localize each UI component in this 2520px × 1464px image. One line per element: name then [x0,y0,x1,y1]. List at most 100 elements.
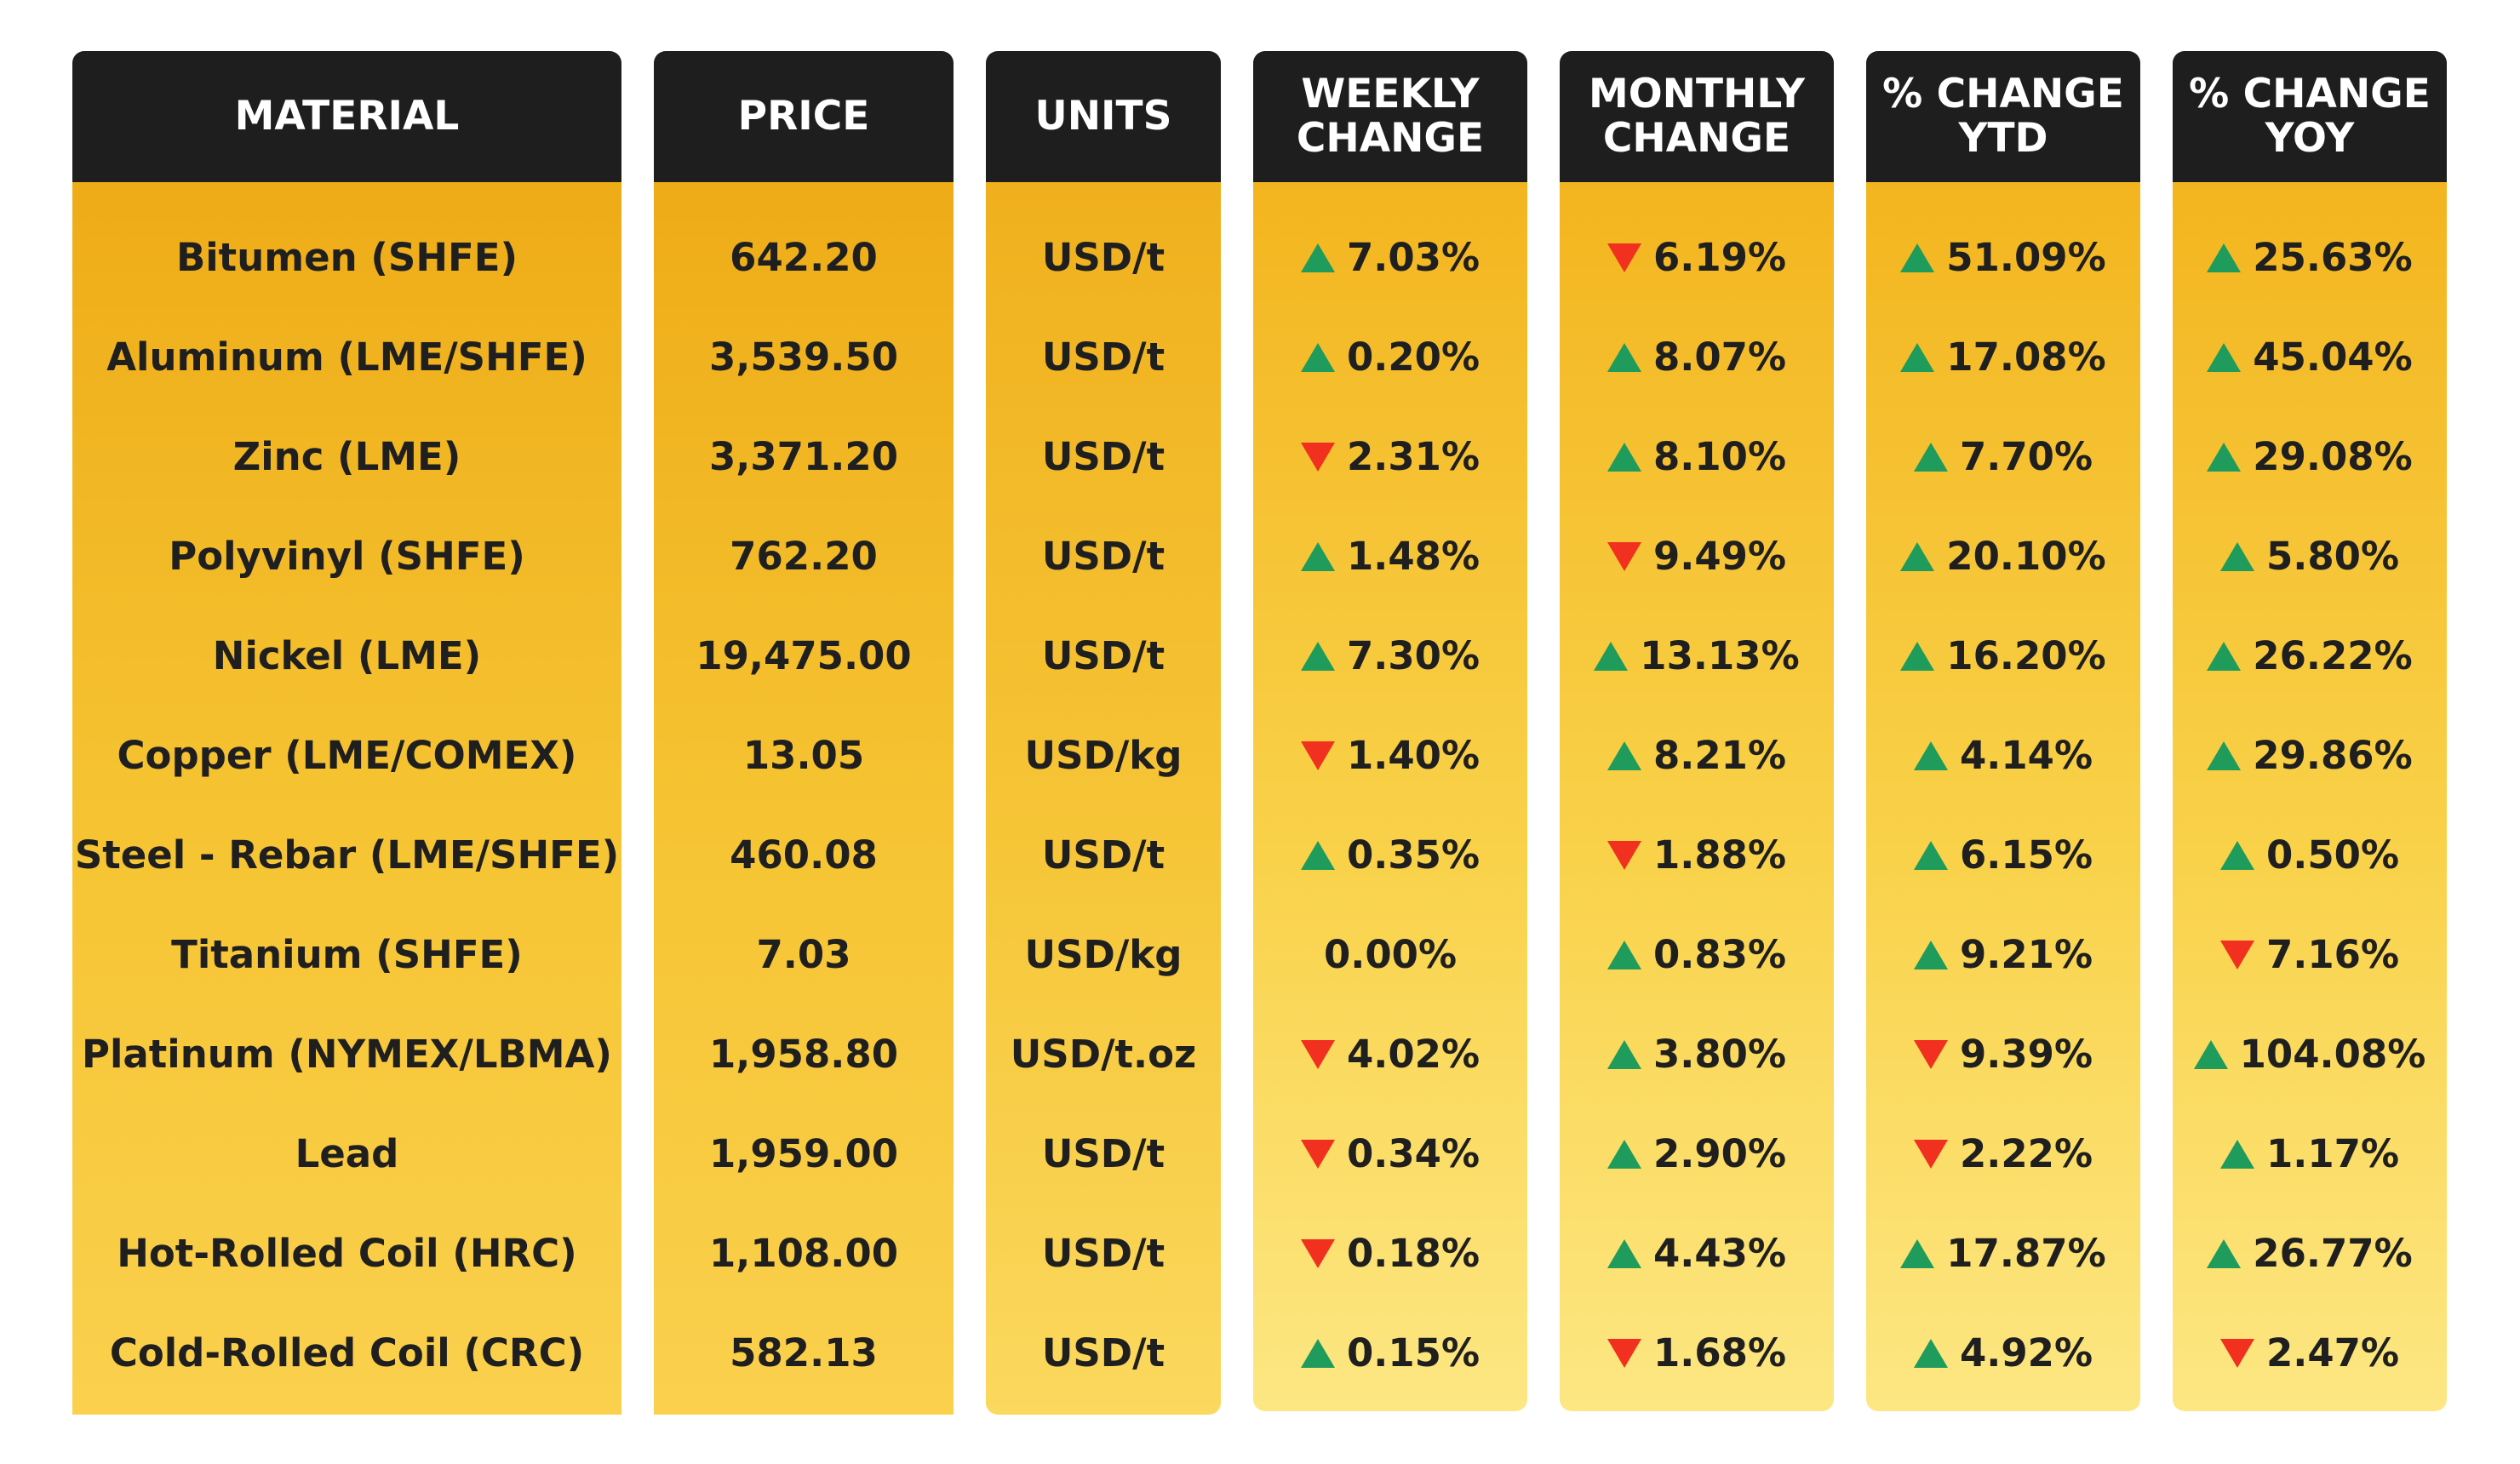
monthly-change-cell: 13.13% [1560,606,1834,706]
down-arrow-icon [1300,442,1335,472]
material-column: MATERIAL Bitumen (SHFE) Aluminum (LME/SHF… [72,51,621,1415]
ytd-change-cell: 4.92% [1866,1303,2140,1403]
ytd-change-cell: 16.20% [1866,606,2140,706]
up-arrow-icon [1606,1139,1641,1169]
material-cell: Polyvinyl (SHFE) [169,534,525,579]
down-arrow-icon [1300,1238,1335,1268]
price-cell: 1,108.00 [708,1231,899,1276]
units-column: UNITS USD/t USD/t USD/t USD/t USD/t USD/kg USD… [986,51,1221,1415]
up-arrow-icon [2219,840,2254,870]
ytd-change-value: 4.14% [1959,733,2093,778]
up-arrow-icon [1594,641,1629,671]
yoy-change-value: 2.47% [2265,1330,2400,1375]
material-cell: Steel - Rebar (LME/SHFE) [74,832,620,878]
up-arrow-icon [1606,342,1641,372]
yoy-change-cell: 45.04% [2173,307,2447,407]
yoy-change-cell: 5.80% [2173,506,2447,606]
up-arrow-icon [1900,1238,1935,1268]
up-arrow-icon [2207,243,2242,272]
yoy-change-cell: 26.22% [2173,606,2447,706]
ytd-change-cell: 4.14% [1866,706,2140,805]
up-arrow-icon [2207,442,2242,472]
weekly-change-value: 0.35% [1346,832,1480,878]
ytd-change-header: % CHANGE YTD [1866,51,2140,182]
ytd-change-value: 4.92% [1959,1330,2093,1375]
units-cell: USD/t.oz [1010,1032,1197,1077]
units-cell: USD/t [1041,235,1166,280]
ytd-change-body: 51.09% 17.08% 7.70% 20.10% 16.20% 4.14% 6.15% 9… [1866,182,2140,1411]
yoy-change-cell: 7.16% [2173,905,2447,1004]
weekly-change-cell: 0.15% [1253,1303,1527,1403]
ytd-change-cell: 2.22% [1866,1104,2140,1204]
material-cell: Copper (LME/COMEX) [117,733,577,778]
ytd-change-value: 17.87% [1946,1231,2106,1276]
yoy-change-cell: 26.77% [2173,1204,2447,1303]
units-cell: USD/t [1041,335,1166,380]
material-cell: Bitumen (SHFE) [175,235,518,280]
yoy-change-header: % CHANGE YOY [2173,51,2447,182]
weekly-change-value: 4.02% [1346,1032,1480,1077]
up-arrow-icon [1900,243,1935,272]
up-arrow-icon [1913,840,1948,870]
ytd-change-value: 17.08% [1946,335,2106,380]
ytd-change-cell: 20.10% [1866,506,2140,606]
monthly-change-body: 6.19% 8.07% 8.10% 9.49% 13.13% 8.21% 1.88% 0.83… [1560,182,1834,1411]
monthly-change-cell: 8.07% [1560,307,1834,407]
material-cell: Aluminum (LME/SHFE) [106,335,587,380]
yoy-change-cell: 29.86% [2173,706,2447,805]
yoy-change-value: 26.77% [2253,1231,2413,1276]
ytd-change-value: 9.39% [1959,1032,2093,1077]
material-cell: Lead [295,1131,399,1176]
price-column: PRICE 642.20 3,539.50 3,371.20 762.20 19,475… [654,51,954,1415]
price-cell: 582.13 [730,1330,878,1375]
monthly-change-value: 8.10% [1652,434,1787,479]
weekly-change-cell: 2.31% [1253,407,1527,506]
monthly-change-cell: 2.90% [1560,1104,1834,1204]
units-header: UNITS [986,51,1221,182]
monthly-change-value: 6.19% [1652,235,1787,280]
monthly-change-value: 0.83% [1652,932,1787,977]
monthly-change-value: 2.90% [1652,1131,1787,1176]
ytd-change-cell: 51.09% [1866,208,2140,307]
material-cell: Platinum (NYMEX/LBMA) [82,1032,612,1077]
units-cell: USD/t [1041,1231,1166,1276]
price-cell: 3,539.50 [708,335,899,380]
up-arrow-icon [2207,641,2242,671]
monthly-change-value: 3.80% [1652,1032,1787,1077]
ytd-change-value: 20.10% [1946,534,2106,579]
monthly-change-cell: 1.88% [1560,805,1834,905]
down-arrow-icon [1606,541,1641,571]
price-cell: 460.08 [730,832,878,878]
weekly-change-cell: 0.35% [1253,805,1527,905]
up-arrow-icon [1606,940,1641,969]
down-arrow-icon [1300,1139,1335,1169]
ytd-change-column: % CHANGE YTD 51.09% 17.08% 7.70% 20.10% 16.2… [1866,51,2140,1411]
up-arrow-icon [1300,243,1335,272]
monthly-change-cell: 3.80% [1560,1004,1834,1104]
weekly-change-value: 2.31% [1346,434,1480,479]
up-arrow-icon [1606,741,1641,770]
ytd-change-value: 16.20% [1946,633,2106,678]
up-arrow-icon [1606,1238,1641,1268]
weekly-change-value: 0.34% [1346,1131,1480,1176]
up-arrow-icon [2193,1039,2228,1069]
yoy-change-value: 45.04% [2253,335,2413,380]
material-body: Bitumen (SHFE) Aluminum (LME/SHFE) Zinc (L… [72,182,621,1415]
yoy-change-cell: 29.08% [2173,407,2447,506]
monthly-change-cell: 0.83% [1560,905,1834,1004]
units-cell: USD/t [1041,1330,1166,1375]
monthly-change-cell: 8.10% [1560,407,1834,506]
yoy-change-value: 1.17% [2265,1131,2400,1176]
weekly-change-value: 7.30% [1346,633,1480,678]
ytd-change-cell: 6.15% [1866,805,2140,905]
ytd-change-cell: 7.70% [1866,407,2140,506]
price-cell: 19,475.00 [696,633,912,678]
down-arrow-icon [2219,940,2254,969]
weekly-change-cell: 0.00% [1253,905,1527,1004]
monthly-change-value: 8.07% [1652,335,1787,380]
ytd-change-value: 6.15% [1959,832,2093,878]
down-arrow-icon [1606,1338,1641,1368]
down-arrow-icon [1606,243,1641,272]
monthly-change-value: 9.49% [1652,534,1787,579]
material-cell: Nickel (LME) [212,633,482,678]
